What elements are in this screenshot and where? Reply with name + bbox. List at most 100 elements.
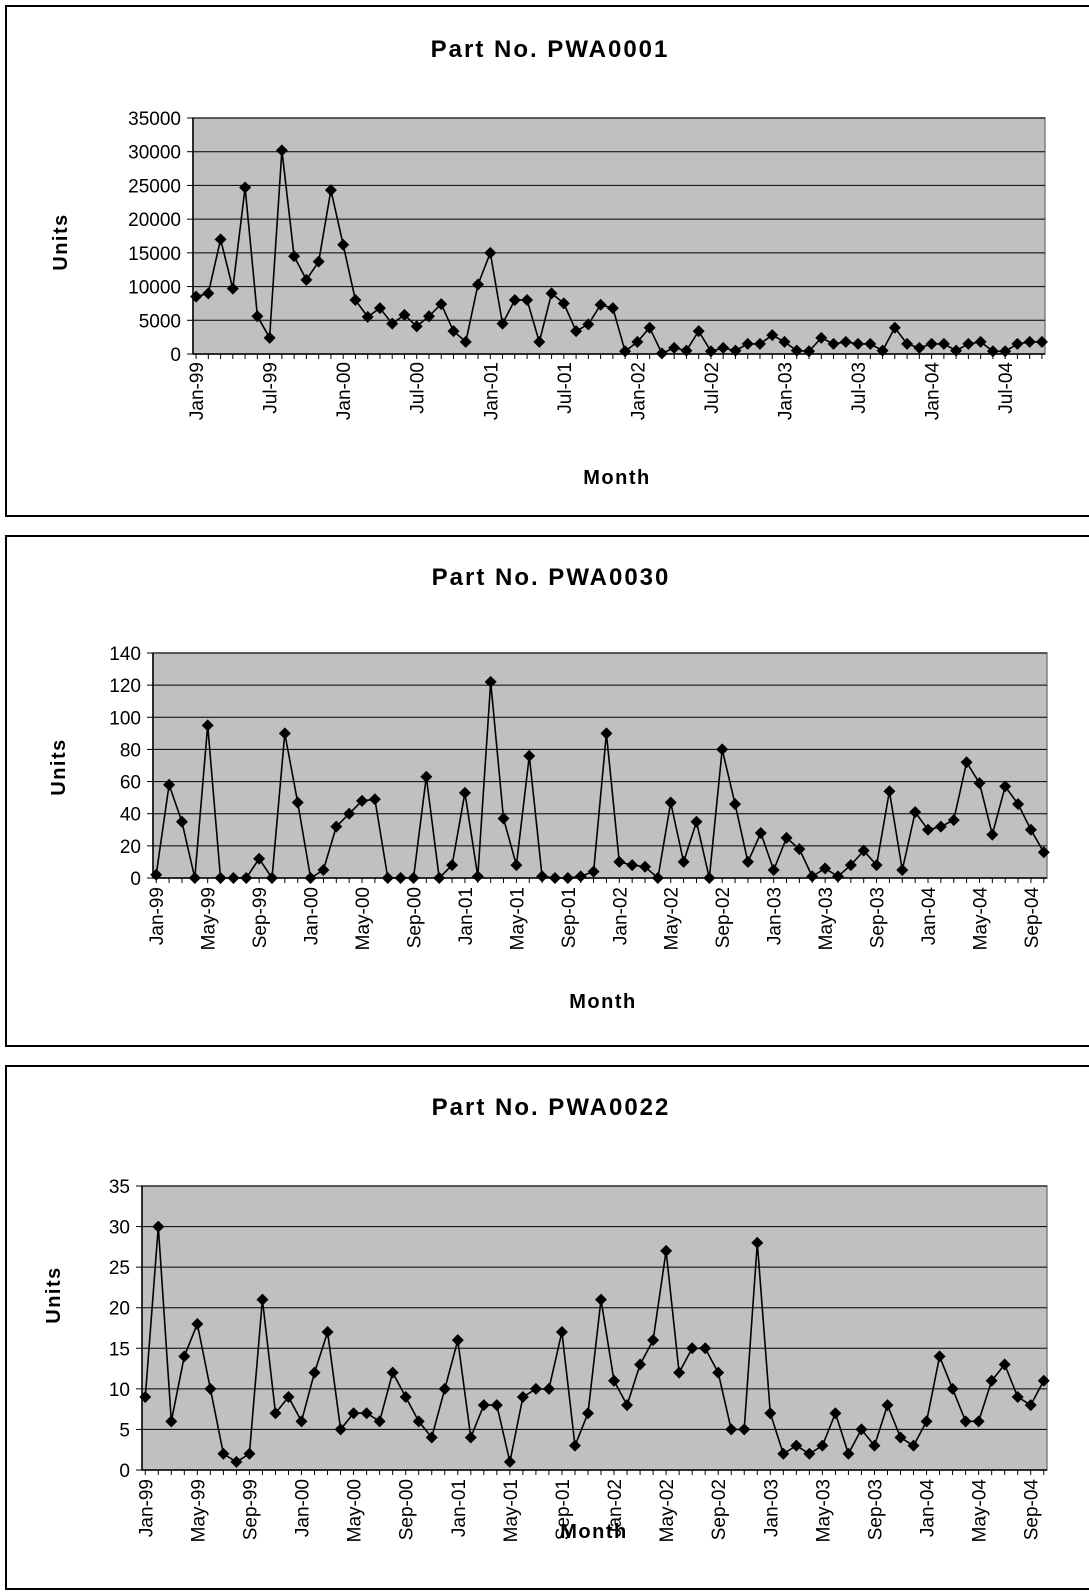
data-point xyxy=(188,872,201,884)
data-point xyxy=(699,1342,712,1355)
data-point xyxy=(960,756,973,769)
data-point xyxy=(201,719,214,732)
data-point xyxy=(484,675,497,688)
data-point xyxy=(803,1447,816,1460)
data-point xyxy=(308,1366,321,1379)
x-tick-label: Jul-02 xyxy=(702,362,723,414)
data-point xyxy=(913,341,926,354)
x-tick-label: Sep-00 xyxy=(404,887,425,948)
data-point xyxy=(256,1293,269,1306)
data-point xyxy=(334,1423,347,1436)
data-point xyxy=(764,1407,777,1420)
data-point xyxy=(680,344,693,357)
data-point xyxy=(690,815,703,828)
data-point xyxy=(381,872,394,884)
data-point xyxy=(459,335,472,348)
data-point xyxy=(704,345,717,358)
data-point xyxy=(438,1382,451,1395)
data-point xyxy=(974,335,987,348)
data-point xyxy=(523,749,536,762)
data-point xyxy=(600,727,613,740)
x-tick-label: Jan-04 xyxy=(919,887,940,946)
data-point xyxy=(533,335,546,348)
data-point xyxy=(163,778,176,791)
data-point xyxy=(227,872,240,884)
data-point xyxy=(399,1390,412,1403)
x-tick-label: Jul-00 xyxy=(408,362,429,414)
data-point xyxy=(594,298,607,311)
chart-title: Part No. PWA0001 xyxy=(431,36,670,63)
x-tick-label: Jan-04 xyxy=(923,362,944,421)
data-point xyxy=(477,1399,490,1412)
data-point xyxy=(686,1342,699,1355)
data-point xyxy=(986,828,999,841)
data-point xyxy=(819,862,832,875)
data-point xyxy=(925,337,938,350)
plot-background xyxy=(192,117,1046,355)
data-point xyxy=(852,337,865,350)
data-point xyxy=(947,814,960,827)
data-point xyxy=(240,872,253,884)
data-point xyxy=(876,344,889,357)
data-point xyxy=(230,1455,243,1468)
data-point xyxy=(790,1439,803,1452)
y-tick-label: 10 xyxy=(109,1380,130,1401)
data-point xyxy=(288,250,301,263)
data-point xyxy=(870,859,883,872)
data-point xyxy=(175,815,188,828)
x-tick-label: Jan-02 xyxy=(605,1479,626,1537)
x-tick-label: Jan-00 xyxy=(293,1479,314,1537)
data-point xyxy=(937,337,950,350)
data-point xyxy=(613,855,626,868)
data-point xyxy=(999,780,1012,793)
data-point xyxy=(959,1415,972,1428)
data-point xyxy=(1024,823,1037,836)
data-point xyxy=(767,863,780,876)
data-point xyxy=(647,1334,660,1347)
data-point xyxy=(1035,335,1048,348)
data-point xyxy=(516,1390,529,1403)
data-point xyxy=(410,320,423,333)
data-point xyxy=(950,344,963,357)
data-point xyxy=(587,865,600,878)
data-point xyxy=(545,287,558,300)
x-tick-label: Jan-02 xyxy=(610,887,631,945)
y-tick-label: 100 xyxy=(109,708,141,729)
data-point xyxy=(907,1439,920,1452)
x-tick-label: Jan-03 xyxy=(765,887,786,945)
x-tick-label: May-03 xyxy=(813,1479,834,1542)
data-point xyxy=(343,807,356,820)
data-point xyxy=(471,870,484,883)
data-point xyxy=(806,870,819,883)
data-point xyxy=(1037,846,1050,859)
data-point xyxy=(754,827,767,839)
data-point xyxy=(214,233,227,246)
x-tick-label: Jan-03 xyxy=(761,1479,782,1537)
data-point xyxy=(909,806,922,819)
data-point xyxy=(864,337,877,350)
data-point xyxy=(265,872,278,884)
series-line xyxy=(144,1226,1045,1463)
plot-area: 0 5 10 15 20 25 30 35 Jan-99 May-99 Sep-99 Jan-00 Ma… xyxy=(109,1177,1050,1542)
data-point xyxy=(815,331,828,344)
data-point xyxy=(790,344,803,357)
data-point xyxy=(373,1415,386,1428)
data-point xyxy=(946,1382,959,1395)
data-point xyxy=(595,1293,608,1306)
x-tick-label: May-02 xyxy=(662,887,683,950)
data-point xyxy=(373,302,386,315)
data-point xyxy=(631,335,644,348)
data-point xyxy=(447,325,460,338)
data-point xyxy=(425,1431,438,1444)
y-tick-label: 0 xyxy=(130,869,141,890)
chart-pwa0030: Part No. PWA0030 Units Month 0 20 40 60 80 10… xyxy=(48,564,1050,1013)
data-point xyxy=(433,872,446,884)
data-point xyxy=(422,310,435,323)
data-point xyxy=(780,831,793,844)
x-tick-label: Sep-03 xyxy=(865,1479,886,1540)
data-point xyxy=(664,796,677,809)
data-point xyxy=(139,1390,152,1403)
plot-area: 0 20 40 60 80 100 120 140 Jan-99 May-99 Sep-99 Jan-… xyxy=(109,644,1050,950)
data-point xyxy=(793,843,806,856)
data-point xyxy=(557,297,570,310)
